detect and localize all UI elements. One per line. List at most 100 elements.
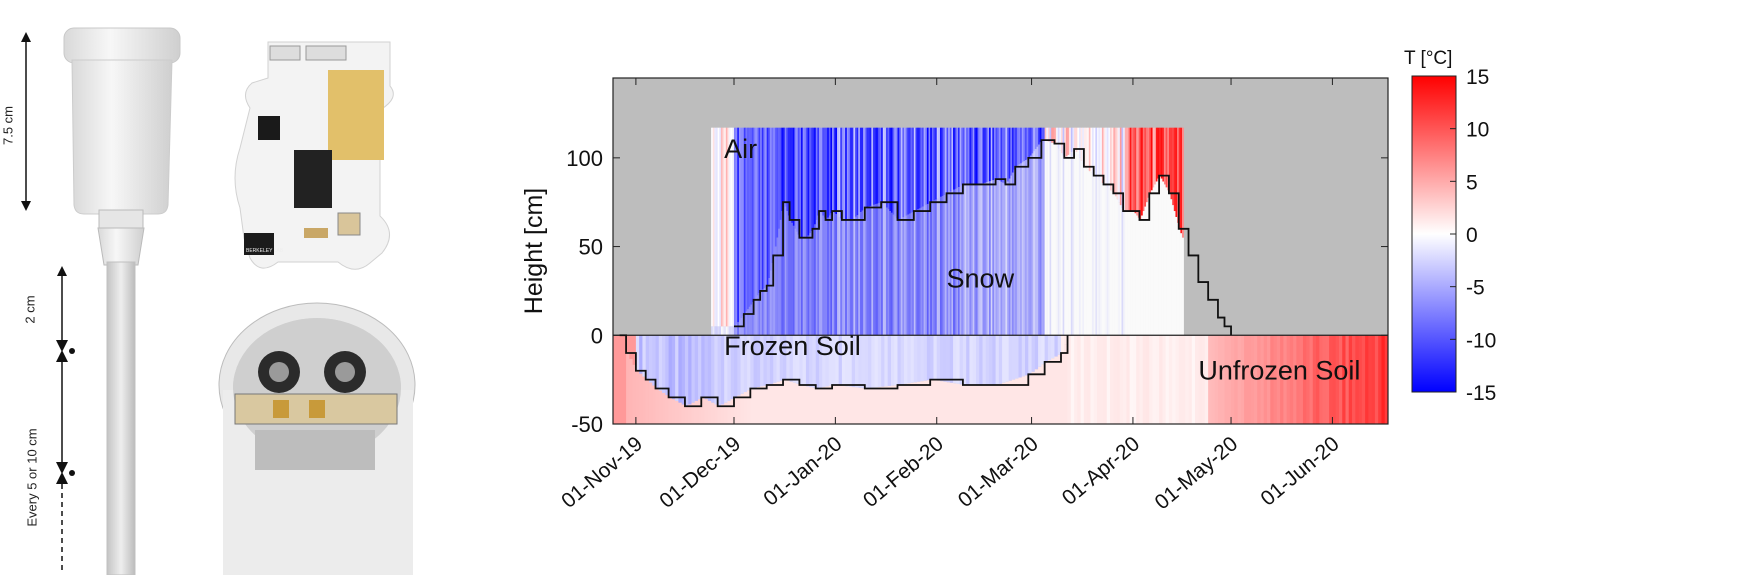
snow-temperature-column <box>732 326 735 336</box>
frozen-soil-column <box>730 335 735 400</box>
snow-temperature-column <box>1105 185 1108 336</box>
unfrozen-soil-column <box>1100 335 1105 424</box>
unfrozen-soil-column <box>894 385 898 424</box>
unfrozen-soil-column <box>1064 344 1069 424</box>
unfrozen-soil-column <box>1083 335 1088 424</box>
snow-temperature-column <box>848 219 851 336</box>
air-temperature-column <box>859 127 862 213</box>
snow-temperature-column <box>949 191 952 336</box>
unfrozen-soil-column <box>1152 335 1157 424</box>
air-temperature-column <box>756 127 759 296</box>
unfrozen-soil-column <box>1162 335 1167 424</box>
air-temperature-column <box>796 127 799 232</box>
frozen-soil-column <box>815 335 820 389</box>
unfrozen-soil-column <box>989 384 993 424</box>
air-temperature-column <box>1093 127 1096 176</box>
snow-temperature-column <box>1070 151 1073 336</box>
air-temperature-column <box>841 127 844 220</box>
air-temperature-column <box>993 127 996 180</box>
snow-temperature-column <box>910 212 913 336</box>
air-temperature-column <box>1082 127 1085 164</box>
air-temperature-column <box>1134 127 1137 214</box>
frozen-soil-column <box>720 335 725 405</box>
air-temperature-column <box>956 127 959 189</box>
frozen-soil-column <box>832 335 836 385</box>
unfrozen-soil-column <box>1038 366 1042 424</box>
air-temperature-column <box>1119 127 1122 206</box>
unfrozen-soil-column <box>707 400 712 424</box>
frozen-soil-column <box>877 335 882 388</box>
snow-temperature-column <box>1018 164 1021 336</box>
air-temperature-column <box>1124 127 1127 212</box>
air-temperature-column <box>720 127 723 327</box>
unfrozen-soil-column <box>1204 335 1209 424</box>
snow-temperature-column <box>913 211 916 336</box>
unfrozen-soil-column <box>720 404 725 424</box>
snow-temperature-column <box>969 184 972 336</box>
frozen-soil-column <box>812 335 817 388</box>
air-temperature-column <box>773 127 776 256</box>
air-temperature-column <box>856 127 859 216</box>
colorbar <box>1411 75 1457 393</box>
air-temperature-column <box>840 127 843 219</box>
snow-temperature-column <box>868 206 870 336</box>
frozen-soil-column <box>1015 335 1019 379</box>
snow-temperature-column <box>925 204 928 336</box>
snow-temperature-column <box>987 181 990 336</box>
frozen-soil-column <box>1041 335 1046 365</box>
unfrozen-soil-column <box>1172 335 1176 424</box>
unfrozen-soil-column <box>1123 335 1127 424</box>
air-temperature-column <box>1049 127 1052 143</box>
unfrozen-soil-column <box>688 404 692 424</box>
snow-temperature-column <box>884 205 887 336</box>
snow-temperature-column <box>886 207 888 336</box>
snow-temperature-column <box>993 179 996 336</box>
frozen-soil-column <box>969 335 974 385</box>
unfrozen-soil-column <box>845 386 849 424</box>
air-temperature-column <box>917 127 920 210</box>
snow-temperature-column <box>828 215 831 336</box>
snow-temperature-column <box>814 224 817 336</box>
air-temperature-column <box>742 127 745 317</box>
air-temperature-column <box>712 127 715 327</box>
air-temperature-column <box>954 127 957 189</box>
air-temperature-column <box>1080 127 1083 161</box>
snow-temperature-column <box>830 213 833 336</box>
unfrozen-soil-column <box>1234 335 1239 424</box>
snow-temperature-column <box>877 203 880 336</box>
snow-temperature-column <box>966 184 969 336</box>
snow-temperature-column <box>1078 157 1081 336</box>
snow-temperature-column <box>882 203 885 336</box>
unfrozen-soil-column <box>1325 335 1330 424</box>
air-temperature-column <box>1052 127 1055 144</box>
unfrozen-soil-column <box>923 380 928 424</box>
snow-temperature-column <box>912 211 915 336</box>
snow-temperature-column <box>1074 148 1077 336</box>
unfrozen-soil-column <box>616 335 621 424</box>
snow-temperature-column <box>1150 190 1153 336</box>
air-temperature-column <box>733 127 736 327</box>
air-temperature-column <box>1007 127 1009 182</box>
unfrozen-soil-column <box>822 387 827 424</box>
snow-temperature-column <box>1083 166 1086 336</box>
snow-temperature-column <box>727 326 730 336</box>
snow-temperature-column <box>899 219 902 336</box>
snow-temperature-column <box>956 188 959 336</box>
frozen-soil-column <box>652 335 657 386</box>
air-temperature-column <box>724 127 727 327</box>
snow-temperature-column <box>1090 172 1093 336</box>
unfrozen-soil-column <box>995 384 1000 424</box>
air-temperature-column <box>984 127 987 183</box>
frozen-soil-column <box>658 335 663 391</box>
snow-temperature-column <box>1110 190 1112 336</box>
air-temperature-column <box>750 127 753 305</box>
unfrozen-soil-column <box>877 387 882 424</box>
frozen-soil-column <box>828 335 833 386</box>
snow-temperature-column <box>802 237 805 336</box>
air-temperature-column <box>737 127 740 323</box>
snow-temperature-column <box>1034 148 1037 336</box>
unfrozen-soil-column <box>1002 382 1006 424</box>
air-temperature-column <box>738 127 741 321</box>
snow-temperature-column <box>1165 187 1168 336</box>
frozen-soil-column <box>989 335 993 385</box>
